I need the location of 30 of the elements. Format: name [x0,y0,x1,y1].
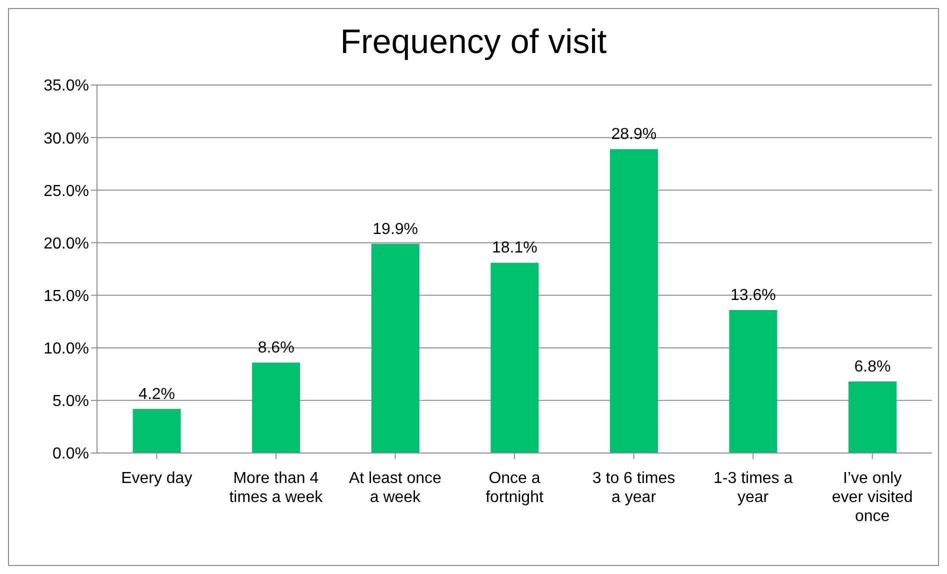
x-tick-label: 3 to 6 times a year [592,470,676,506]
data-label: 18.1% [492,240,538,257]
data-label: 8.6% [258,340,294,357]
bar [252,362,300,453]
x-tick-label: 1-3 times a year [714,470,793,506]
y-tick-label: 0.0% [52,446,89,463]
y-tick-label: 15.0% [44,288,89,305]
bar [132,408,181,453]
bar [371,244,420,453]
y-tick-label: 20.0% [44,235,89,252]
y-tick-label: 25.0% [44,182,89,200]
y-tick-label: 35.0% [44,78,89,95]
chart-title: Frequency of visit [339,22,608,63]
x-tick-label: Every day [121,470,192,487]
data-label: 19.9% [372,220,418,238]
y-tick-label: 30.0% [44,130,89,148]
data-label: 4.2% [138,386,176,403]
x-tick-label: At least once a week [348,470,442,506]
data-label: 28.9% [611,126,657,144]
bar [490,262,539,453]
data-label: 6.8% [854,358,891,376]
x-tick-label: More than 4 times a week [229,470,324,506]
bar [729,310,778,453]
bar [610,149,658,453]
data-label: 13.6% [730,287,776,304]
bar [848,382,896,453]
y-tick-label: 5.0% [52,393,89,410]
x-tick-label: Once a fortnight [486,470,544,506]
x-tick-label: I’ve only ever visited once [832,470,913,525]
y-tick-label: 10.0% [44,340,89,358]
